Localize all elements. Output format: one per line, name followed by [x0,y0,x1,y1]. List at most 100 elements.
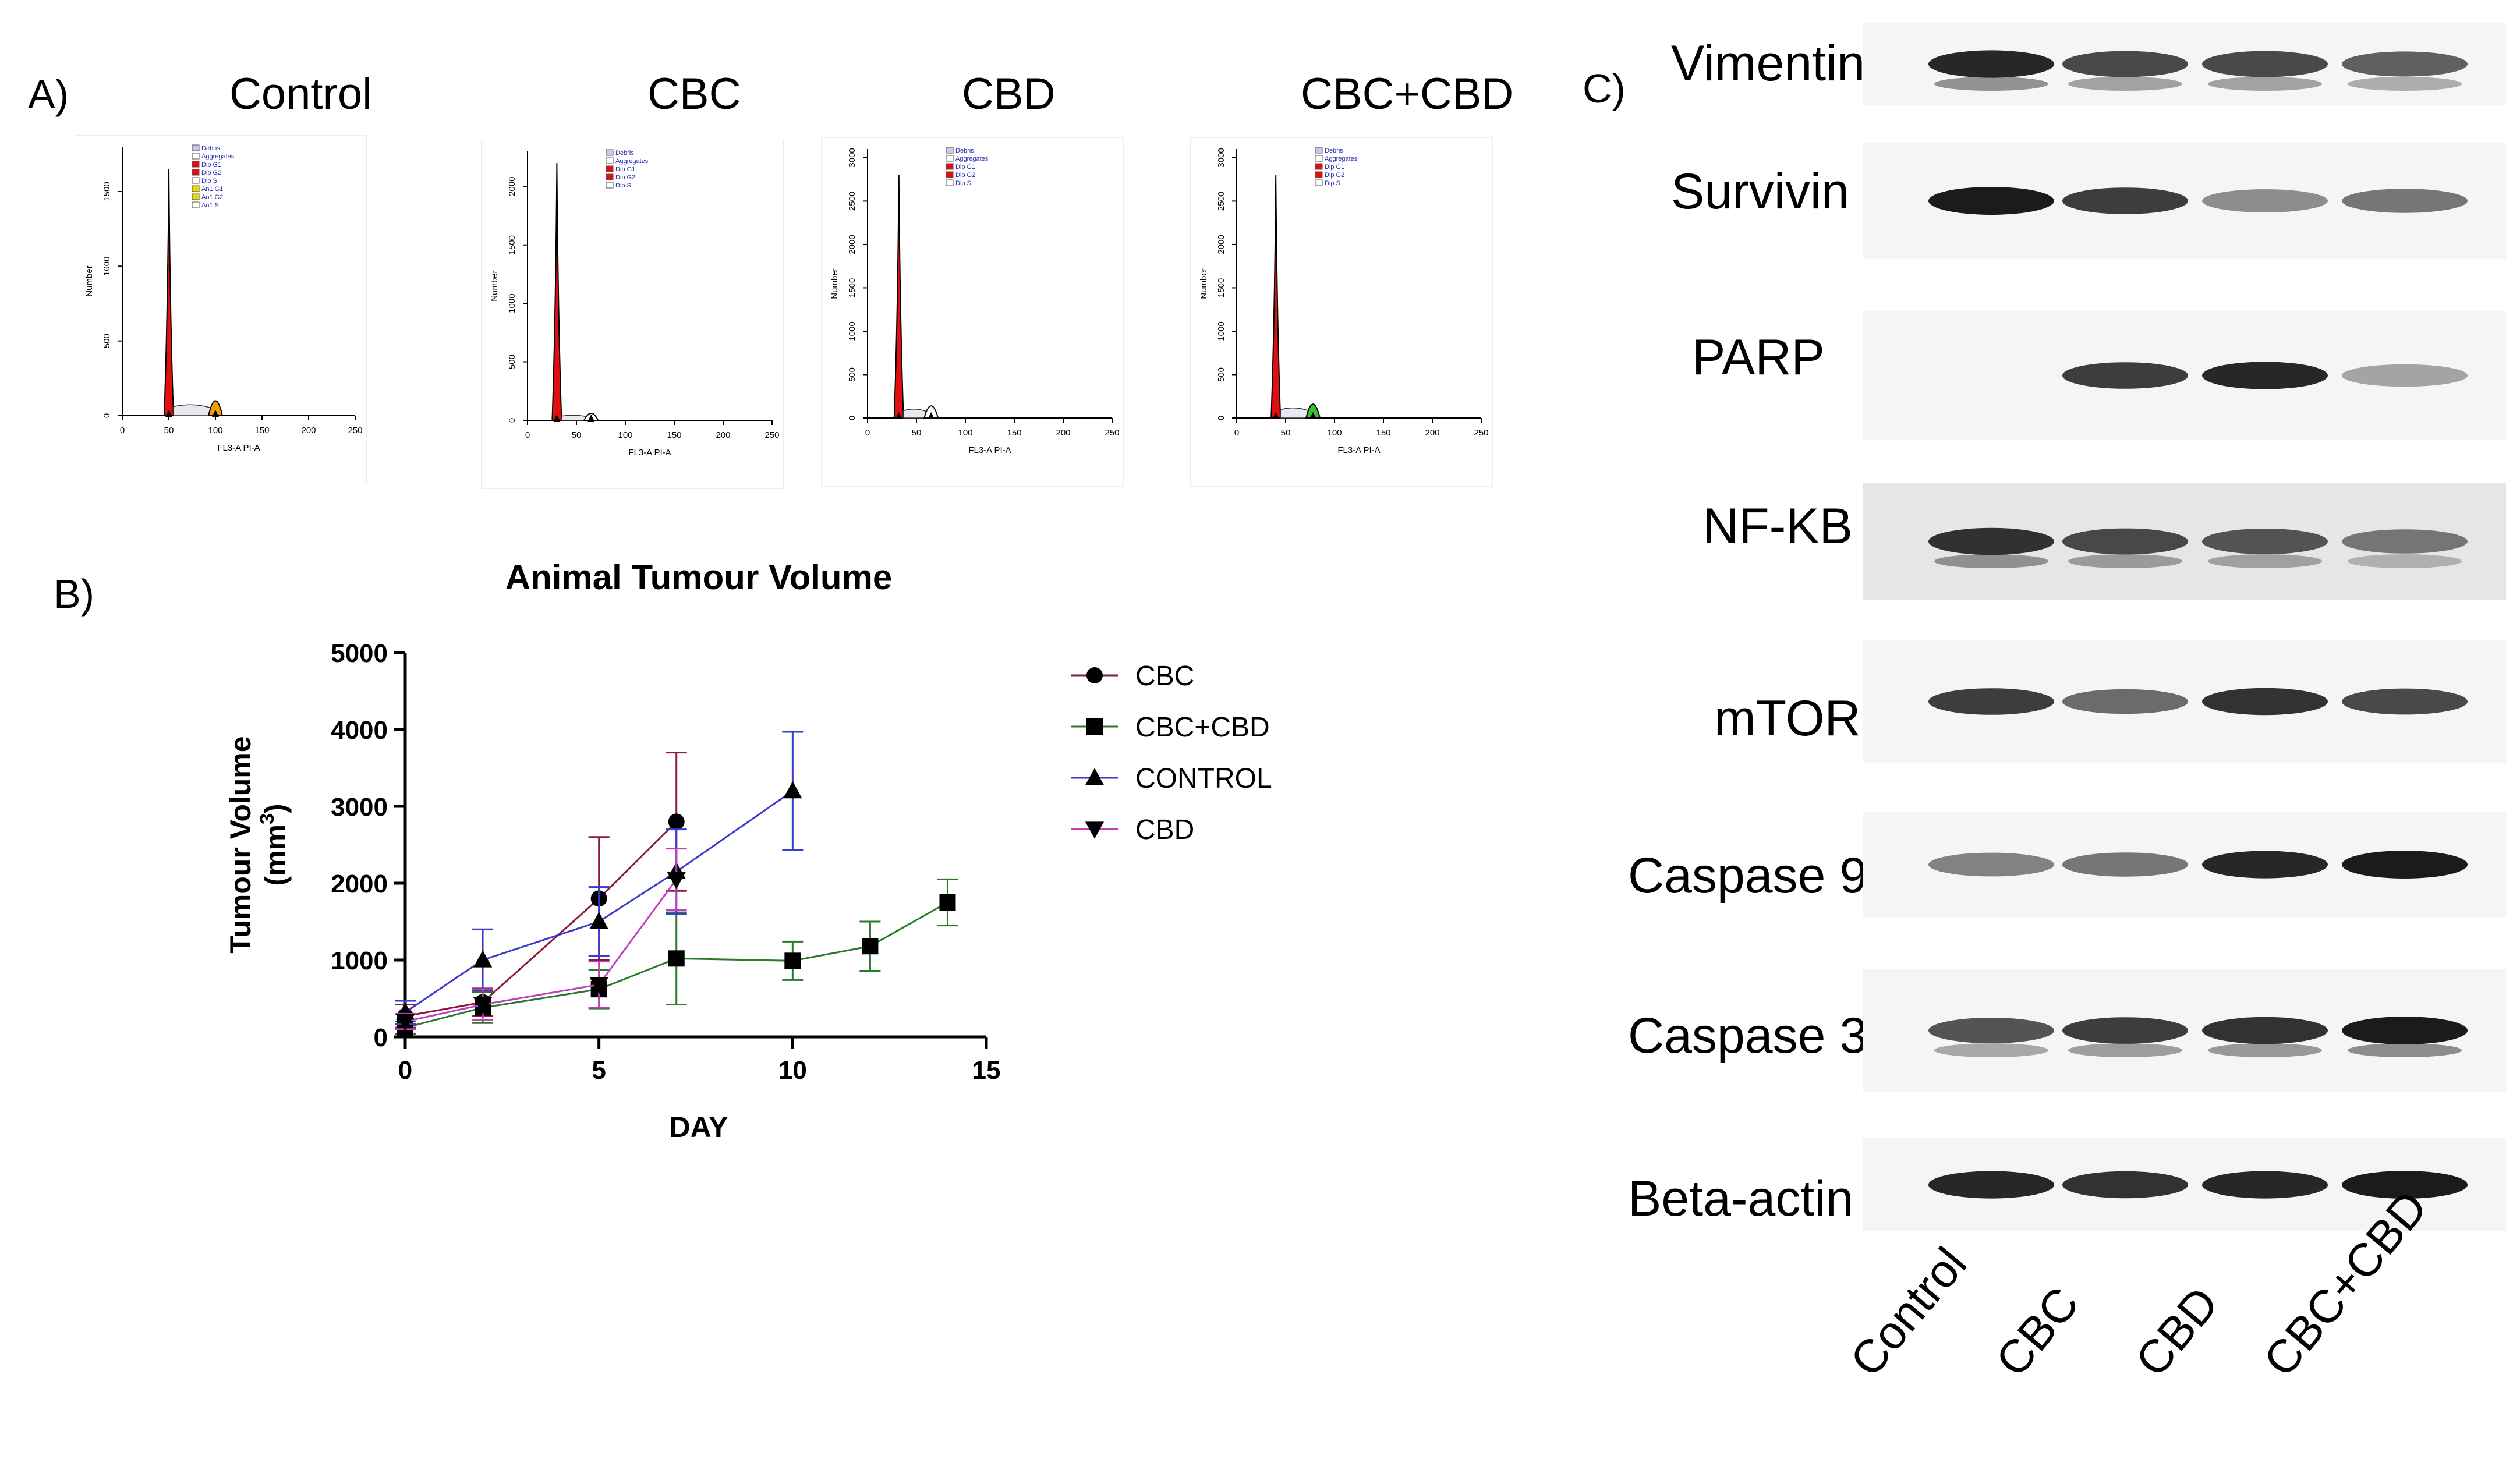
histogram-y-tick-label: 1000 [507,293,517,313]
legend-marker-cbd [1085,821,1105,839]
histogram-frame [481,140,784,489]
data-point-cbc-cbd [862,938,879,955]
blot-band [2202,1017,2328,1044]
blot-label-parp: PARP [1692,330,1825,385]
blot-band [2062,187,2188,214]
histogram-y-tick-label: 1500 [1216,278,1226,297]
histogram-x-tick-label: 0 [120,426,125,435]
histogram-legend-label: Debris [1325,147,1343,154]
histogram-legend-swatch [192,185,200,192]
histogram-title-cbc: CBC [647,69,741,119]
blot-band [2062,689,2188,714]
histogram-title-cbc-cbd: CBC+CBD [1301,69,1514,119]
histogram-x-tick-label: 50 [1281,428,1291,438]
blot-band-secondary [1934,77,2048,91]
blot-band [1928,1171,2054,1199]
histogram-x-tick-label: 0 [525,430,530,440]
g2-marker [587,415,595,422]
legend-label-cbc-cbd: CBC+CBD [1135,712,1270,743]
histogram-y-tick-label: 0 [507,418,517,423]
histogram-legend-label: An1 G2 [201,194,223,201]
data-point-cbd [473,997,493,1015]
histogram-legend-swatch [946,163,954,170]
histogram-legend-swatch [606,182,614,189]
histogram-x-label: FL3-A PI-A [1337,445,1380,455]
lane-label-cbc: CBC [1985,1277,2089,1386]
histogram-legend-swatch [606,149,614,156]
blot-label-vimentin: Vimentin [1671,36,1866,91]
tumour-volume-chart: Animal Tumour Volume 0 1000 2000 3000 4000 500… [224,559,1272,1143]
histogram-legend-swatch [192,144,200,151]
panel-b-letter: B) [54,571,94,617]
histogram-legend-label: Dip G1 [1325,164,1344,171]
legend-marker-cbc-cbd [1086,718,1103,735]
data-point-cbc-cbd [668,950,685,967]
histogram-x-tick-label: 250 [764,430,779,440]
chart-title: Animal Tumour Volume [505,559,892,597]
histogram-legend-swatch [1315,163,1323,170]
blot-label-caspase-3: Caspase 3 [1628,1008,1868,1064]
histogram-legend-swatch [192,177,200,184]
histogram-y-label: Number [490,270,500,301]
histogram-legend-label: Aggregates [615,158,649,165]
histogram-y-tick-label: 2500 [1216,192,1226,211]
histogram-y-tick-label: 1500 [507,235,517,254]
chart-x-tick-label: 0 [398,1056,412,1085]
g1-marker [553,415,561,422]
histogram-frame [1190,137,1493,487]
blot-band [2342,1171,2468,1199]
histogram-legend-label: Aggregates [1325,155,1358,162]
g1-marker [165,410,172,417]
histogram-control: 0 50 100 150 200 250 0 500 1000 1500 FL3-A PI-A Num… [76,135,367,484]
histogram-y-tick-label: 3000 [1216,148,1226,167]
histogram-x-label: FL3-A PI-A [217,443,260,453]
histogram-legend-label: Dip G2 [615,174,635,181]
blot-band [2342,189,2468,213]
blot-band [2342,688,2468,715]
blot-band-secondary [1934,554,2048,568]
g1-marker [1272,412,1280,419]
histogram-x-tick-label: 250 [1105,428,1119,438]
blot-band-secondary [2068,1043,2182,1057]
histogram-legend-swatch [1315,171,1323,178]
g2-peak [207,400,224,416]
blot-band [1928,50,2054,78]
blot-band-secondary [2068,77,2182,91]
histogram-x-tick-label: 200 [716,430,730,440]
histogram-y-tick-label: 2500 [847,192,857,211]
blot-strip [1863,23,2506,105]
histogram-y-tick-label: 500 [507,355,517,369]
blot-band [2202,688,2328,716]
histogram-y-tick-label: 0 [1216,416,1226,420]
histogram-y-tick-label: 500 [1216,367,1226,382]
blot-band [2202,362,2328,389]
histogram-legend-swatch [1315,147,1323,154]
data-point-cbd [589,977,608,995]
histogram-x-tick-label: 150 [254,426,269,435]
blot-band-secondary [2348,77,2462,91]
blot-band-secondary [2348,1043,2462,1057]
legend-label-cbd: CBD [1135,814,1194,845]
blot-band-secondary [2068,554,2182,568]
histogram-legend-label: Aggregates [201,153,235,160]
histogram-legend-swatch [192,193,200,200]
histogram-x-tick-label: 0 [865,428,870,438]
histogram-legend-label: Debris [615,150,634,157]
data-point-control [589,912,608,929]
g2-marker [1309,412,1317,419]
histogram-frame [821,137,1124,487]
legend-marker-cbc [1086,667,1103,683]
histogram-x-tick-label: 50 [912,428,922,438]
g2-peak [923,405,939,419]
histogram-x-tick-label: 100 [1327,428,1342,438]
histogram-legend-label: Dip G2 [955,172,975,179]
blot-label-mtor: mTOR [1714,690,1861,746]
histogram-cbc-cbd: 0 50 100 150 200 250050010001500200025003000F… [1190,137,1493,487]
g1-marker [895,412,902,419]
blot-band [2202,529,2328,554]
histogram-legend-swatch [946,155,954,162]
histogram-legend-swatch [192,153,200,160]
histogram-legend-swatch [606,165,614,172]
histogram-y-tick-label: 3000 [847,148,857,167]
data-point-cbc-cbd [784,952,801,969]
